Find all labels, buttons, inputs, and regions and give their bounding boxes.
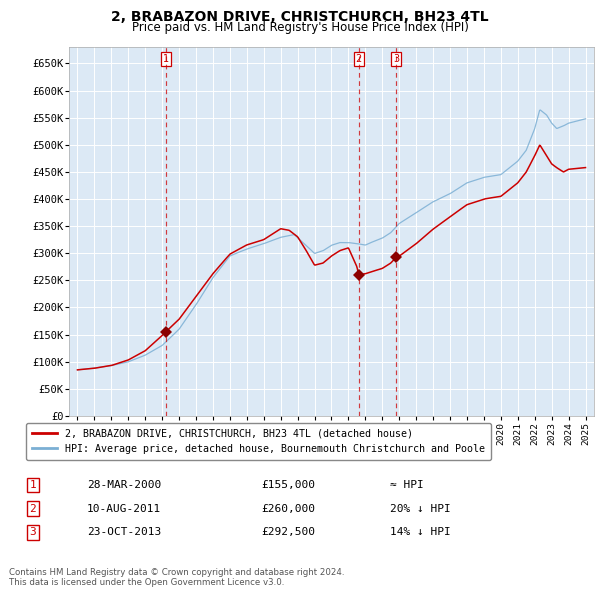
Text: 23-OCT-2013: 23-OCT-2013 bbox=[87, 527, 161, 537]
Text: 3: 3 bbox=[393, 54, 399, 64]
Text: Contains HM Land Registry data © Crown copyright and database right 2024.
This d: Contains HM Land Registry data © Crown c… bbox=[9, 568, 344, 587]
Text: Price paid vs. HM Land Registry's House Price Index (HPI): Price paid vs. HM Land Registry's House … bbox=[131, 21, 469, 34]
Text: ≈ HPI: ≈ HPI bbox=[390, 480, 424, 490]
Text: 14% ↓ HPI: 14% ↓ HPI bbox=[390, 527, 451, 537]
Text: 20% ↓ HPI: 20% ↓ HPI bbox=[390, 504, 451, 513]
Text: £260,000: £260,000 bbox=[261, 504, 315, 513]
Text: 2: 2 bbox=[29, 504, 37, 513]
Legend: 2, BRABAZON DRIVE, CHRISTCHURCH, BH23 4TL (detached house), HPI: Average price, : 2, BRABAZON DRIVE, CHRISTCHURCH, BH23 4T… bbox=[26, 422, 491, 460]
Text: 2: 2 bbox=[356, 54, 362, 64]
Text: 3: 3 bbox=[29, 527, 37, 537]
Text: 28-MAR-2000: 28-MAR-2000 bbox=[87, 480, 161, 490]
Text: 1: 1 bbox=[29, 480, 37, 490]
Text: 2, BRABAZON DRIVE, CHRISTCHURCH, BH23 4TL: 2, BRABAZON DRIVE, CHRISTCHURCH, BH23 4T… bbox=[111, 10, 489, 24]
Text: £155,000: £155,000 bbox=[261, 480, 315, 490]
Text: £292,500: £292,500 bbox=[261, 527, 315, 537]
Text: 1: 1 bbox=[163, 54, 169, 64]
Text: 10-AUG-2011: 10-AUG-2011 bbox=[87, 504, 161, 513]
